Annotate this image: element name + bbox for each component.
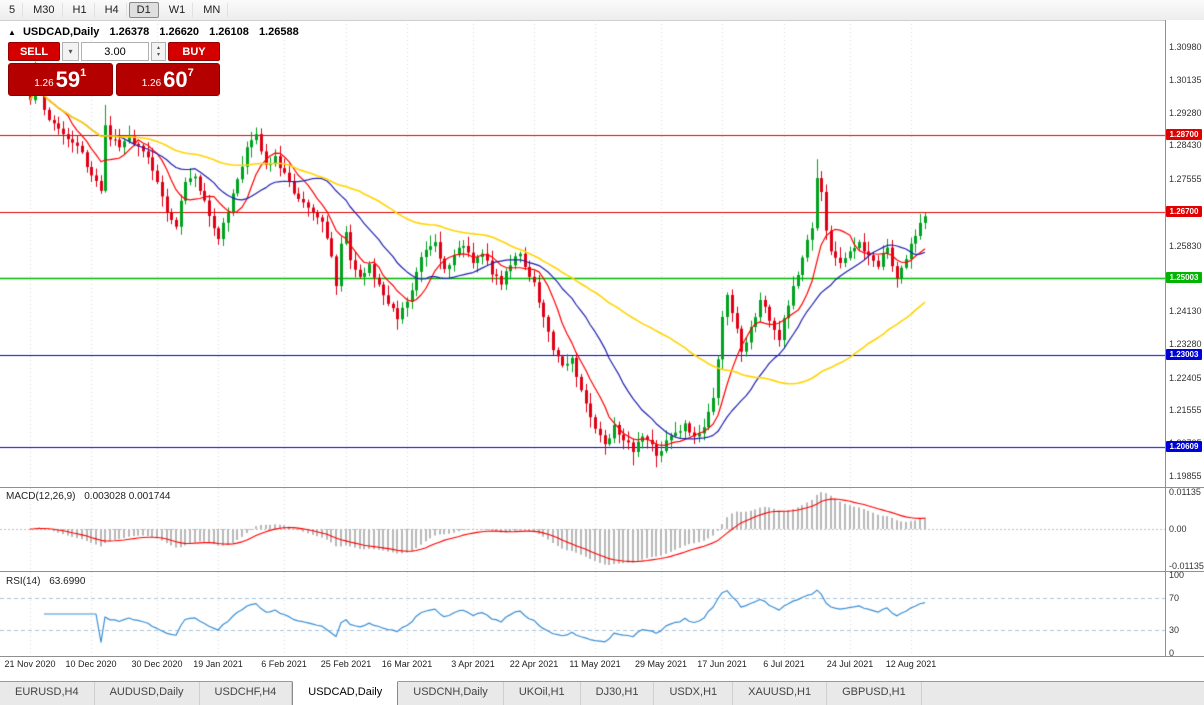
level-price-badge: 1.25003	[1166, 271, 1202, 283]
spin-up-icon[interactable]: ▴	[156, 44, 160, 51]
date-label: 3 Apr 2021	[451, 659, 495, 669]
panel-divider	[0, 656, 1204, 657]
rsi-axis-label: 0	[1169, 648, 1175, 658]
sell-price-sup: 1	[80, 66, 87, 79]
timeframe-toolbar: 5 M30 H1 H4 D1 W1 MN	[0, 0, 1204, 21]
one-click-trading-panel: SELL ▾ 3.00 ▴ ▾ BUY 1.26 59 1 1.26 60 7	[8, 42, 220, 96]
ohlc-high: 1.26620	[159, 26, 200, 38]
date-label: 10 Dec 2020	[65, 659, 117, 669]
ohlc-low: 1.26108	[209, 26, 249, 38]
date-label: 19 Jan 2021	[193, 659, 243, 669]
chart-tab-usdx-h1[interactable]: USDX,H1	[654, 682, 734, 705]
chart-symbol-period: USDCAD,Daily	[22, 26, 100, 38]
panel-divider[interactable]	[0, 571, 1204, 572]
level-price-badge: 1.23003	[1166, 348, 1202, 360]
tf-button-m30[interactable]: M30	[25, 2, 63, 18]
rsi-indicator-canvas[interactable]	[0, 572, 1165, 656]
price-axis-label: 1.22405	[1169, 372, 1202, 383]
date-label: 12 Aug 2021	[885, 659, 937, 669]
sell-button[interactable]: SELL	[8, 42, 60, 61]
chart-tab-usdchf-h4[interactable]: USDCHF,H4	[200, 682, 293, 705]
level-price-badge: 1.20609	[1166, 440, 1202, 452]
macd-axis-label: 0.00	[1169, 524, 1187, 534]
date-label: 11 May 2021	[569, 659, 621, 669]
price-axis-label: 1.25830	[1169, 240, 1202, 251]
price-axis-label: 1.19855	[1169, 471, 1202, 482]
tf-button-d1[interactable]: D1	[128, 2, 159, 18]
rsi-axis-label: 70	[1169, 593, 1180, 604]
macd-label: MACD(12,26,9) 0.003028 0.001744	[6, 491, 171, 502]
spin-down-icon[interactable]: ▾	[156, 51, 160, 58]
buy-price-big: 60	[163, 66, 188, 92]
rsi-axis-label: 100	[1169, 570, 1185, 580]
chart-tab-eurusd-h4[interactable]: EURUSD,H4	[0, 682, 95, 705]
rsi-value: 63.6990	[49, 576, 86, 587]
date-label: 21 Nov 2020	[4, 659, 56, 669]
ohlc-close: 1.26588	[258, 26, 299, 38]
date-label: 17 Jun 2021	[697, 659, 747, 669]
volume-input[interactable]: 3.00	[81, 42, 149, 61]
sell-price-button[interactable]: 1.26 59 1	[8, 63, 113, 96]
tf-button-mn[interactable]: MN	[195, 2, 229, 18]
buy-button[interactable]: BUY	[168, 42, 220, 61]
price-axis[interactable]	[1165, 20, 1204, 656]
tf-button-w1[interactable]: W1	[161, 2, 194, 18]
date-label: 25 Feb 2021	[320, 659, 372, 669]
price-axis-label: 1.24130	[1169, 306, 1202, 317]
rsi-label: RSI(14) 63.6990	[6, 576, 86, 587]
chart-tabs: EURUSD,H4 AUDUSD,Daily USDCHF,H4 USDCAD,Dai…	[0, 681, 1204, 705]
chart-tab-usdcad-daily[interactable]: USDCAD,Daily	[292, 681, 399, 705]
date-label: 6 Jul 2021	[763, 659, 805, 669]
sell-price-prefix: 1.26	[34, 78, 54, 89]
price-axis-label: 1.28430	[1169, 140, 1202, 151]
chart-tab-usdcnh-daily[interactable]: USDCNH,Daily	[398, 682, 504, 705]
chart-tab-ukoil-h1[interactable]: UKOil,H1	[504, 682, 581, 705]
date-label: 29 May 2021	[634, 659, 688, 669]
tf-button-h1[interactable]: H1	[65, 2, 95, 18]
buy-price-button[interactable]: 1.26 60 7	[115, 63, 220, 96]
date-label: 30 Dec 2020	[131, 659, 183, 669]
macd-axis-label: -0.01135	[1169, 560, 1204, 571]
tf-button-h4[interactable]: H4	[97, 2, 127, 18]
date-label: 6 Feb 2021	[261, 659, 307, 669]
ohlc-open: 1.26378	[109, 26, 150, 38]
price-axis-label: 1.23280	[1169, 338, 1202, 349]
sell-price-big: 59	[55, 66, 81, 92]
macd-axis-label: 0.01135	[1169, 487, 1201, 498]
buy-price-sup: 7	[187, 66, 194, 79]
date-label: 22 Apr 2021	[509, 659, 559, 669]
tf-button-5[interactable]: 5	[1, 2, 24, 18]
date-label: 24 Jul 2021	[826, 659, 874, 669]
chart-tab-audusd-daily[interactable]: AUDUSD,Daily	[95, 682, 200, 705]
chart-ohlc-title: ▲ USDCAD,Daily 1.26378 1.26620 1.26108 1…	[8, 26, 299, 38]
panel-divider[interactable]	[0, 487, 1204, 488]
date-axis[interactable]: 21 Nov 2020 10 Dec 2020 30 Dec 2020 19 Jan …	[0, 657, 1165, 672]
main-chart-canvas[interactable]	[0, 20, 1165, 487]
level-price-badge: 1.28700	[1166, 128, 1202, 140]
price-axis-label: 1.30980	[1169, 41, 1202, 52]
buy-price-prefix: 1.26	[141, 78, 162, 89]
volume-dropdown-icon[interactable]: ▾	[62, 42, 79, 61]
price-axis-label: 1.30135	[1169, 74, 1202, 85]
macd-values: 0.003028 0.001744	[84, 491, 171, 502]
chart-tab-xauusd-h1[interactable]: XAUUSD,H1	[733, 682, 828, 705]
rsi-axis-label: 30	[1169, 624, 1180, 635]
price-axis-label: 1.27555	[1169, 174, 1202, 185]
chart-tab-gbpusd-h1[interactable]: GBPUSD,H1	[827, 682, 922, 705]
date-label: 16 Mar 2021	[381, 659, 433, 669]
chart-tab-dj30-h1[interactable]: DJ30,H1	[581, 682, 655, 705]
price-axis-label: 1.29280	[1169, 107, 1202, 118]
collapse-trade-panel-icon[interactable]: ▲	[8, 28, 16, 37]
price-axis-label: 1.21555	[1169, 405, 1202, 416]
level-price-badge: 1.26700	[1166, 206, 1202, 218]
volume-stepper[interactable]: ▴ ▾	[151, 42, 166, 61]
macd-indicator-canvas[interactable]	[0, 488, 1165, 571]
